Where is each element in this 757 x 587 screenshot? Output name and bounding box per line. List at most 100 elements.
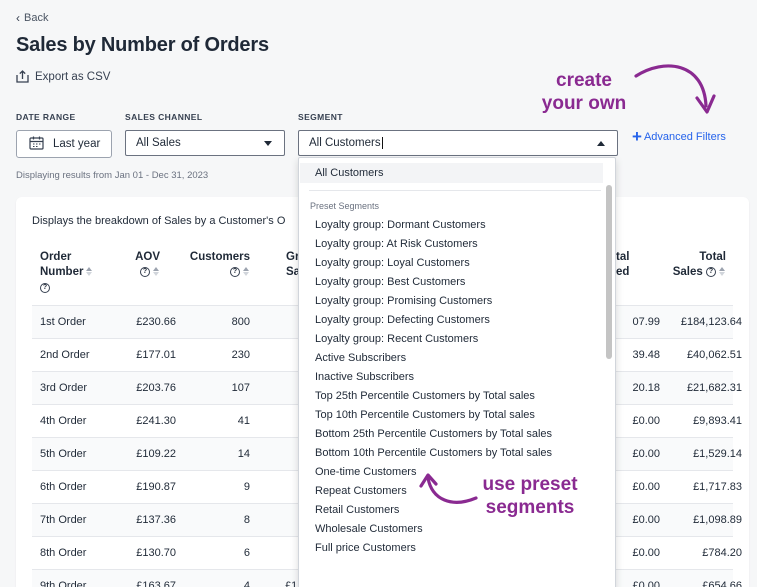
cell-aov: £241.30 bbox=[136, 415, 176, 427]
annotation-create-line2: your own bbox=[541, 93, 627, 114]
header-refunded[interactable]: tal ed bbox=[616, 250, 636, 280]
caret-down-icon bbox=[264, 141, 272, 146]
help-icon[interactable]: ? bbox=[706, 266, 716, 277]
sales-channel-value: All Sales bbox=[136, 137, 181, 149]
cell-order: 5th Order bbox=[40, 448, 87, 460]
cell-aov: £137.36 bbox=[136, 514, 176, 526]
help-icon[interactable]: ? bbox=[140, 266, 150, 277]
dropdown-option[interactable]: Full price Customers bbox=[315, 542, 416, 554]
dropdown-scrollbar[interactable] bbox=[606, 185, 612, 359]
dropdown-option[interactable]: Active Subscribers bbox=[315, 352, 407, 364]
segment-select[interactable]: All Customers bbox=[298, 130, 618, 156]
dropdown-option[interactable]: One-time Customers bbox=[315, 466, 417, 478]
dropdown-option[interactable]: Top 10th Percentile Customers by Total s… bbox=[315, 409, 535, 421]
cell-order: 8th Order bbox=[40, 547, 87, 559]
help-icon[interactable]: ? bbox=[230, 266, 240, 277]
annotation-preset-line2: segments bbox=[485, 497, 575, 518]
cell-total: £1,717.83 bbox=[693, 481, 742, 493]
cell-customers: 14 bbox=[237, 448, 250, 460]
cell-total: £184,123.64 bbox=[680, 316, 742, 328]
cell-refunded: 39.48 bbox=[632, 349, 660, 361]
sales-channel-label: SALES CHANNEL bbox=[125, 112, 203, 122]
header-customers[interactable]: Customers ? bbox=[166, 250, 250, 280]
dropdown-option[interactable]: Loyalty group: Dormant Customers bbox=[315, 219, 486, 231]
dropdown-group-label: Preset Segments bbox=[310, 201, 380, 211]
date-range-summary: Displaying results from Jan 01 - Dec 31,… bbox=[16, 170, 209, 181]
cell-refunded: £0.00 bbox=[632, 448, 660, 460]
cell-total: £40,062.51 bbox=[686, 349, 742, 361]
back-link[interactable]: ‹ Back bbox=[16, 11, 48, 25]
cell-aov: £177.01 bbox=[136, 349, 176, 361]
cell-order: 9th Order bbox=[40, 580, 87, 587]
cell-refunded: £0.00 bbox=[632, 547, 660, 559]
cell-aov: £230.66 bbox=[136, 316, 176, 328]
cell-total: £1,098.89 bbox=[693, 514, 742, 526]
segment-dropdown-menu: All Customers Preset Segments Loyalty gr… bbox=[298, 157, 616, 587]
annotation-create-your-own: create your own bbox=[536, 69, 632, 115]
help-icon[interactable]: ? bbox=[40, 282, 50, 293]
cell-customers: 230 bbox=[231, 349, 250, 361]
dropdown-option-all-customers[interactable]: All Customers bbox=[300, 163, 603, 183]
dropdown-option[interactable]: Loyalty group: Defecting Customers bbox=[315, 314, 490, 326]
header-refunded-line2: ed bbox=[616, 266, 630, 278]
dropdown-option[interactable]: Bottom 10th Percentile Customers by Tota… bbox=[315, 447, 553, 459]
cell-customers: 4 bbox=[243, 580, 250, 587]
cell-customers: 800 bbox=[231, 316, 250, 328]
cell-total: £1,529.14 bbox=[693, 448, 742, 460]
dropdown-option[interactable]: Retail Customers bbox=[315, 504, 400, 516]
cell-order: 6th Order bbox=[40, 481, 87, 493]
sort-icon bbox=[86, 267, 93, 277]
header-order-line2: Number bbox=[40, 266, 84, 278]
cell-refunded: £0.00 bbox=[632, 514, 660, 526]
dropdown-option[interactable]: Bottom 25th Percentile Customers by Tota… bbox=[315, 428, 553, 440]
sales-channel-select[interactable]: All Sales bbox=[125, 130, 285, 156]
dropdown-option[interactable]: Inactive Subscribers bbox=[315, 371, 415, 383]
curved-arrow-icon bbox=[634, 64, 716, 114]
advanced-filters-button[interactable]: + Advanced Filters bbox=[632, 127, 726, 146]
plus-icon: + bbox=[632, 127, 642, 146]
dropdown-option[interactable]: Loyalty group: Loyal Customers bbox=[315, 257, 470, 269]
header-total-sales[interactable]: Total Sales ? bbox=[656, 250, 726, 280]
sort-icon bbox=[243, 267, 250, 277]
chevron-left-icon: ‹ bbox=[16, 11, 20, 25]
report-description: Displays the breakdown of Sales by a Cus… bbox=[32, 215, 286, 227]
dropdown-option[interactable]: Loyalty group: Best Customers bbox=[315, 276, 466, 288]
header-order-line1: Order bbox=[40, 251, 72, 263]
export-icon bbox=[16, 70, 29, 83]
header-aov[interactable]: AOV ? bbox=[110, 250, 160, 280]
dropdown-option[interactable]: Loyalty group: At Risk Customers bbox=[315, 238, 478, 250]
dropdown-option[interactable]: Top 25th Percentile Customers by Total s… bbox=[315, 390, 535, 402]
header-customers-label: Customers bbox=[189, 251, 250, 263]
header-order-number[interactable]: Order Number ? bbox=[40, 250, 110, 296]
segment-label: SEGMENT bbox=[298, 112, 343, 122]
annotation-preset-line1: use preset bbox=[482, 474, 578, 495]
advanced-filters-label: Advanced Filters bbox=[643, 131, 726, 143]
dropdown-divider bbox=[309, 190, 601, 191]
calendar-icon bbox=[29, 136, 44, 153]
segment-value: All Customers bbox=[309, 137, 381, 149]
cell-aov: £190.87 bbox=[136, 481, 176, 493]
annotation-create-line1: create bbox=[556, 70, 612, 91]
header-refunded-line1: tal bbox=[616, 251, 630, 263]
curved-arrow-icon bbox=[419, 473, 478, 504]
dropdown-option[interactable]: Loyalty group: Promising Customers bbox=[315, 295, 493, 307]
header-total-line1: Total bbox=[699, 251, 726, 263]
dropdown-option[interactable]: Repeat Customers bbox=[315, 485, 407, 497]
text-cursor bbox=[381, 137, 383, 149]
header-gross-sales[interactable]: Gr Sa bbox=[286, 250, 306, 280]
date-range-button[interactable]: Last year bbox=[16, 130, 112, 158]
header-gross-line2: Sa bbox=[286, 266, 301, 278]
dropdown-option[interactable]: Wholesale Customers bbox=[315, 523, 423, 535]
header-aov-label: AOV bbox=[135, 251, 160, 263]
cell-customers: 41 bbox=[237, 415, 250, 427]
dropdown-option[interactable]: Loyalty group: Recent Customers bbox=[315, 333, 479, 345]
sort-icon bbox=[153, 267, 160, 277]
cell-refunded: 07.99 bbox=[632, 316, 660, 328]
cell-order: 2nd Order bbox=[40, 349, 90, 361]
cell-order: 3rd Order bbox=[40, 382, 88, 394]
cell-refunded: £0.00 bbox=[632, 415, 660, 427]
cell-total: £9,893.41 bbox=[693, 415, 742, 427]
cell-customers: 8 bbox=[243, 514, 250, 526]
export-csv-button[interactable]: Export as CSV bbox=[16, 70, 110, 83]
date-range-label: DATE RANGE bbox=[16, 112, 76, 122]
